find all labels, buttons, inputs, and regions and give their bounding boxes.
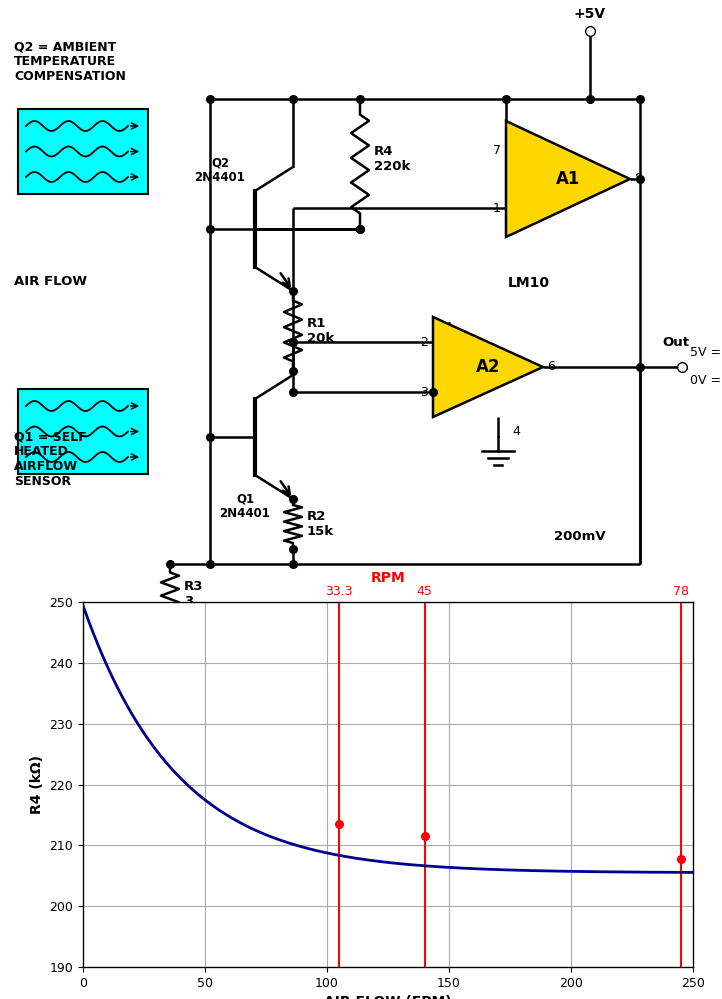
Text: 8: 8 [634, 173, 642, 186]
Text: 5V = Flow: 5V = Flow [690, 347, 722, 360]
Polygon shape [506, 121, 630, 237]
Text: 3: 3 [420, 386, 428, 399]
Text: AIR FLOW: AIR FLOW [14, 275, 87, 288]
Text: LM10: LM10 [508, 276, 550, 290]
Text: R3
3: R3 3 [184, 580, 204, 608]
Text: Q2
2N4401: Q2 2N4401 [194, 156, 245, 184]
Text: A1: A1 [556, 170, 580, 188]
Text: 7: 7 [493, 144, 501, 157]
Text: Q1 = SELF
HEATED
AIRFLOW
SENSOR: Q1 = SELF HEATED AIRFLOW SENSOR [14, 430, 87, 488]
Text: +5V: +5V [574, 7, 606, 21]
Polygon shape [433, 317, 543, 417]
Bar [18, 389, 148, 474]
Text: 0V = No Flow: 0V = No Flow [690, 375, 722, 388]
Text: 200mV: 200mV [554, 529, 606, 542]
Text: Q1
2N4401: Q1 2N4401 [219, 492, 271, 520]
Bar [18, 109, 148, 194]
Text: R4
220k: R4 220k [374, 145, 410, 173]
Text: Out: Out [663, 336, 690, 349]
Text: 6: 6 [547, 361, 555, 374]
Text: Q2 = AMBIENT
TEMPERATURE
COMPENSATION: Q2 = AMBIENT TEMPERATURE COMPENSATION [14, 40, 126, 83]
Text: R1
20k: R1 20k [307, 317, 334, 345]
Text: R2
15k: R2 15k [307, 510, 334, 538]
Text: 2: 2 [420, 336, 428, 349]
X-axis label: AIR FLOW (FPM): AIR FLOW (FPM) [324, 995, 452, 999]
X-axis label: RPM: RPM [370, 570, 406, 584]
Text: +: + [441, 319, 456, 337]
Text: -: - [514, 127, 521, 145]
Text: 4: 4 [512, 425, 520, 438]
Y-axis label: R4 (kΩ): R4 (kΩ) [30, 755, 44, 814]
Text: -: - [441, 400, 448, 418]
Text: A2: A2 [476, 358, 500, 376]
Text: 1: 1 [493, 202, 501, 215]
